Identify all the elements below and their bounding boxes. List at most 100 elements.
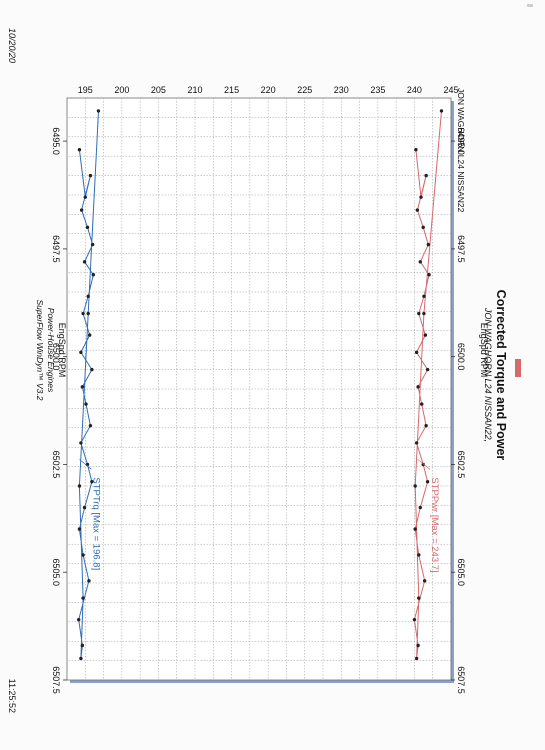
page-header-line: JON WAGHORN L24 NISSAN22 — [456, 88, 466, 213]
y-tick-label-group: 235 — [370, 85, 385, 95]
chart-title: Corrected Torque and Power — [494, 290, 508, 461]
data-point-stppwr — [422, 294, 426, 299]
x-tick-label-top: 6495.0 — [456, 127, 466, 155]
x-tick-label-top: 6500.0 — [456, 343, 466, 371]
data-point-stptrq — [91, 273, 96, 277]
data-point-stppwr — [423, 333, 428, 337]
data-point-stppwr — [414, 350, 419, 355]
series-line-stppwr — [413, 110, 442, 659]
data-point-stppwr — [414, 148, 418, 152]
data-point-stppwr — [416, 643, 420, 648]
data-point-stptrq — [83, 195, 87, 199]
data-point-stptrq — [77, 527, 82, 531]
data-point-stptrq — [80, 643, 85, 648]
y-tick-label: 235 — [370, 85, 385, 95]
data-point-stppwr — [419, 195, 423, 199]
data-point-stppwr — [414, 441, 419, 445]
data-point-stppwr — [413, 484, 417, 488]
data-point-stptrq — [77, 148, 82, 152]
data-point-stptrq — [79, 350, 83, 355]
axis-ticks-layer: 6495.0 6495.0 6497.5 6497.5 6500.0 6500.0 6502… — [51, 85, 466, 694]
series-layer: STPPwr [Max = 243.7] STPTrq [Max = 196.8] — [77, 109, 444, 661]
y-tick-label-group: 195 — [78, 85, 93, 95]
x-tick-label-bottom: 6505.0 — [51, 558, 61, 586]
data-point-stptrq — [86, 294, 90, 299]
data-point-stptrq — [77, 484, 82, 488]
y-tick-label: 200 — [114, 85, 129, 95]
data-point-stptrq — [81, 553, 85, 557]
y-tick-label-group: 240 — [407, 85, 422, 95]
data-point-stptrq — [81, 311, 85, 316]
y-tick-label: 215 — [224, 85, 239, 95]
data-point-stppwr — [421, 225, 425, 230]
series-line-stptrq — [78, 110, 99, 659]
data-point-stptrq — [79, 656, 83, 661]
data-point-stppwr — [417, 553, 421, 557]
series-annotation-stppwr: STPPwr [Max = 243.7] — [429, 477, 440, 572]
data-point-stptrq — [86, 311, 90, 316]
data-point-stptrq — [88, 423, 93, 428]
data-point-stptrq — [79, 441, 83, 445]
x-tick-label-bottom: 6497.5 — [51, 235, 61, 263]
footer-line-2: SuperFlow WinDyn™ V3.2 — [35, 299, 45, 400]
data-point-stptrq — [77, 617, 81, 622]
page-date: 10/20/20 — [7, 28, 17, 63]
y-tick-label: 195 — [78, 85, 93, 95]
x-tick-label-top: 6502.5 — [456, 451, 466, 479]
data-point-stppwr — [416, 385, 420, 389]
data-point-stppwr — [424, 173, 428, 178]
scan-mark — [527, 4, 533, 7]
data-point-stptrq — [87, 333, 92, 337]
data-point-stppwr — [414, 656, 419, 661]
x-tick-label-bottom: 6500.0 — [51, 343, 61, 371]
x-tick-label-top: 6507.5 — [456, 666, 466, 694]
y-tick-label-group: 225 — [297, 85, 312, 95]
y-tick-label-group: 245 — [443, 85, 458, 95]
data-point-stptrq — [80, 385, 85, 389]
chart-subtitle: JON WAGHORN L24 NISSAN22, — [483, 307, 493, 442]
series-annotation-stptrq: STPTrq [Max = 196.8] — [90, 477, 101, 570]
data-point-stppwr — [426, 242, 431, 247]
data-point-stptrq — [82, 505, 87, 510]
data-point-stppwr — [422, 311, 426, 316]
x-axis-label-top: EngSpd RPM — [479, 323, 489, 378]
data-point-stppwr — [422, 579, 427, 583]
y-tick-label-group: 215 — [224, 85, 239, 95]
x-tick-label-top: 6505.0 — [456, 558, 466, 586]
y-tick-label-group: 205 — [151, 85, 166, 95]
x-axis-label-bottom: EngSpd RPM — [57, 323, 67, 378]
y-tick-label: 220 — [261, 85, 276, 95]
data-point-stptrq — [81, 596, 85, 600]
data-point-stppwr — [418, 505, 422, 510]
data-point-stppwr — [412, 617, 417, 622]
data-point-stptrq — [87, 579, 91, 583]
data-point-stptrq — [88, 173, 93, 178]
page-time: 11:25:52 — [7, 679, 17, 713]
data-point-stptrq — [84, 402, 88, 406]
data-point-stptrq — [90, 479, 94, 484]
data-point-stptrq — [90, 242, 95, 247]
footer-line-1: Power-House Engines — [46, 308, 56, 393]
data-point-stppwr — [417, 596, 421, 600]
y-tick-label: 225 — [297, 85, 312, 95]
x-tick-label-bottom: 6502.5 — [51, 451, 61, 479]
data-point-stppwr — [439, 109, 444, 113]
data-point-stppwr — [417, 311, 421, 316]
data-point-stppwr — [413, 527, 417, 531]
y-tick-label: 240 — [407, 85, 422, 95]
data-point-stppwr — [425, 479, 430, 484]
y-tick-label: 230 — [334, 85, 349, 95]
y-tick-label-group: 210 — [187, 85, 202, 95]
x-tick-label-bottom: 6495.0 — [51, 127, 61, 155]
data-point-stppwr — [418, 260, 422, 264]
data-point-stppwr — [424, 423, 428, 428]
y-tick-label: 205 — [151, 85, 166, 95]
x-tick-label-bottom: 6507.5 — [51, 666, 61, 694]
annotation-leader-stptrq — [79, 459, 92, 470]
data-point-stptrq — [79, 208, 84, 212]
annotation-leader-stppwr — [417, 459, 431, 470]
legend-swatch — [515, 359, 521, 377]
